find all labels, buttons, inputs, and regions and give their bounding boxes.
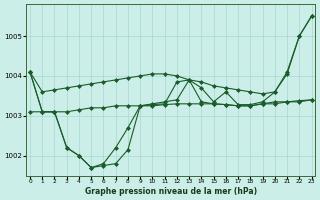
X-axis label: Graphe pression niveau de la mer (hPa): Graphe pression niveau de la mer (hPa) <box>85 187 257 196</box>
